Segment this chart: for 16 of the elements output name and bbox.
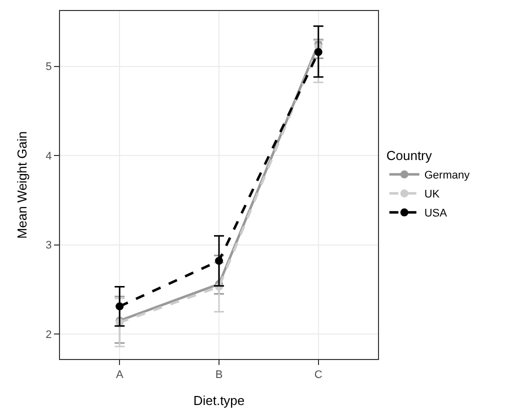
y-tick-label: 5 <box>46 61 52 74</box>
y-tick-label: 2 <box>46 328 52 341</box>
legend-title: Country <box>386 148 432 163</box>
x-tick-label: A <box>116 369 124 382</box>
x-axis-title: Diet.type <box>193 392 245 408</box>
point <box>116 302 124 310</box>
x-tick-label: C <box>314 369 322 382</box>
point <box>215 256 223 265</box>
legend-label: UK <box>424 188 440 201</box>
point <box>314 48 322 56</box>
y-axis-title: Mean Weight Gain <box>14 131 30 239</box>
legend-label: USA <box>424 208 448 220</box>
legend-label: Germany <box>424 170 470 182</box>
y-tick-label: 4 <box>46 150 52 162</box>
y-tick-label: 3 <box>46 240 52 252</box>
x-tick-label: B <box>215 369 223 382</box>
